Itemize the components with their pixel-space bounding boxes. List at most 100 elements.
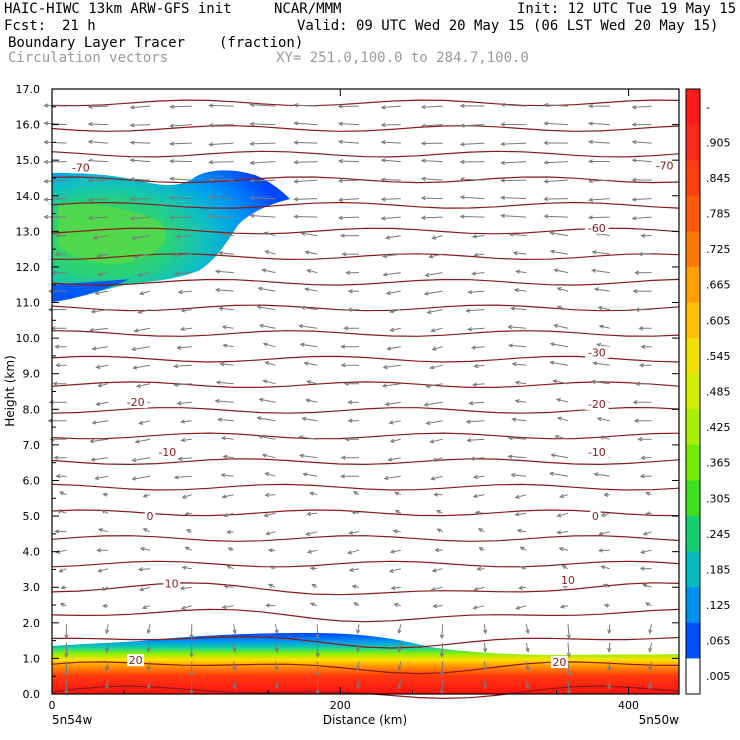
wind-vector [130, 346, 151, 352]
wind-vector [639, 549, 652, 554]
wind-vector [184, 546, 193, 551]
y-tick-label: 8.0 [23, 403, 41, 416]
wind-vector [380, 140, 401, 145]
contour-label: -10 [158, 446, 176, 459]
wind-vector [607, 661, 612, 672]
wind-vector [274, 642, 279, 653]
wind-vector [472, 474, 485, 480]
wind-vector [632, 289, 652, 294]
wind-vector [635, 381, 652, 386]
wind-vector [426, 309, 443, 315]
forecast-label: Fcst: [4, 18, 47, 34]
wind-vector [425, 383, 443, 389]
wind-vector [420, 141, 443, 146]
wind-vector [566, 642, 571, 658]
wind-vector [558, 546, 569, 552]
wind-vector [634, 307, 652, 312]
contour-label-bg [127, 654, 145, 667]
contour-label-bg [652, 159, 677, 172]
colorbar-label: .665 [706, 279, 731, 292]
wind-vector [397, 679, 402, 690]
wind-vector [397, 624, 402, 635]
wind-vector [87, 104, 109, 109]
wind-vector [631, 197, 652, 202]
wind-vector [459, 142, 485, 147]
wind-vector [215, 380, 234, 385]
wind-vector [385, 235, 401, 240]
wind-vector [394, 491, 401, 496]
colorbar-label: .185 [706, 563, 731, 576]
wind-vector [169, 123, 192, 129]
contour-line [51, 99, 680, 107]
contour-label: 10 [561, 574, 575, 587]
wind-vector [308, 491, 318, 496]
wind-vector [337, 158, 360, 164]
wind-vector [600, 565, 610, 570]
colorbar-label: .785 [706, 208, 731, 221]
temperature-contours [51, 99, 680, 700]
colorbar-swatch [686, 587, 700, 624]
wind-vector [420, 104, 443, 110]
wind-vector [467, 326, 485, 332]
wind-vector [465, 419, 485, 424]
wind-vector [470, 271, 485, 276]
contour-line [51, 535, 680, 542]
wind-vector [439, 661, 445, 677]
wind-vector [91, 346, 109, 351]
wind-vector [634, 270, 652, 275]
wind-vector [638, 363, 652, 368]
wind-vector [648, 661, 653, 672]
wind-vector [639, 474, 652, 479]
wind-vector [429, 438, 443, 444]
colorbar-label: - [706, 101, 710, 114]
wind-vector [587, 103, 610, 109]
contour-line [51, 125, 680, 132]
colorbar-label: .125 [706, 599, 731, 612]
wind-vector [54, 529, 67, 534]
wind-vector [631, 177, 652, 183]
colorbar-swatch [686, 266, 700, 304]
wind-vector [87, 139, 109, 145]
wind-vector [471, 382, 485, 387]
wind-vector [347, 400, 359, 405]
init-time: Init: 12 UTC Tue 19 May 15 [517, 1, 737, 17]
wind-vector [356, 679, 361, 690]
wind-vector [388, 420, 401, 425]
wind-vector [257, 286, 276, 292]
wind-vector [397, 661, 402, 672]
wind-vector [340, 455, 359, 460]
wind-vector [514, 380, 527, 385]
wind-vector [337, 178, 360, 183]
wind-vector [525, 642, 530, 653]
wind-vector [648, 624, 653, 635]
wind-vector [208, 103, 234, 108]
wind-vector [131, 457, 151, 463]
model-title: HAIC-HIWC 13km ARW-GFS init [4, 1, 232, 17]
wind-vector [263, 512, 276, 518]
wind-vector [648, 642, 653, 653]
wind-vector [306, 268, 318, 274]
wind-vector [265, 603, 276, 608]
wind-vector [386, 346, 401, 351]
wind-vector [249, 141, 276, 146]
wind-vector [304, 287, 318, 292]
wind-vector [431, 346, 443, 351]
wind-vector [218, 250, 234, 256]
wind-vector [55, 474, 67, 479]
contour-line [51, 201, 680, 209]
contour-label-bg [550, 655, 568, 668]
wind-vector [436, 528, 443, 533]
wind-vector [431, 235, 443, 240]
wind-vector [566, 624, 571, 640]
wind-vector [315, 642, 320, 658]
wind-vector [420, 195, 443, 201]
colorbar-swatch [686, 338, 700, 375]
wind-vector [597, 548, 610, 553]
wind-vector [631, 122, 652, 127]
colorbar-label: .425 [706, 421, 731, 434]
wind-vector [472, 493, 485, 499]
wind-vector [390, 585, 401, 591]
wind-vector [420, 123, 443, 128]
wind-vector [221, 325, 234, 330]
y-tick-label: 15.0 [16, 154, 41, 167]
